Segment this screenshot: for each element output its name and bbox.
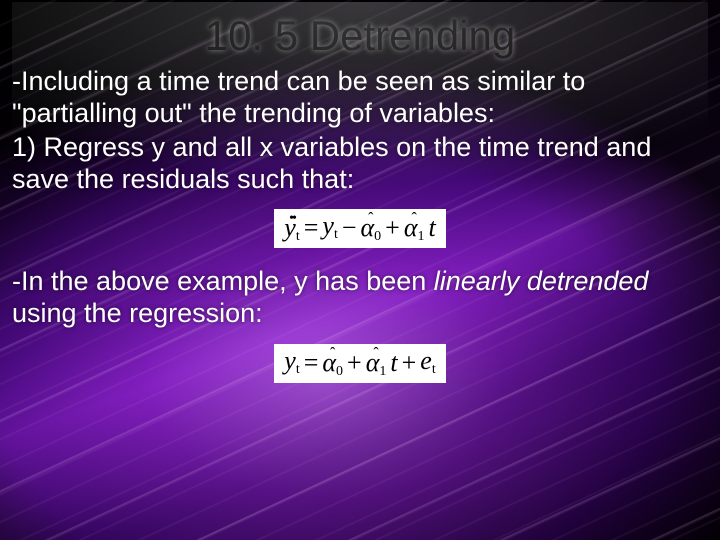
f1-rhs1-var: y: [322, 211, 334, 240]
title-area: 10. 5 Detrending: [12, 12, 708, 60]
f1-lhs-var: y: [284, 213, 296, 242]
paragraph-1: -Including a time trend can be seen as s…: [12, 66, 708, 130]
f2-a1-sub: 1: [379, 364, 386, 379]
minus-icon: −: [342, 215, 357, 241]
hat-alpha0: ˆ α0: [361, 215, 382, 240]
f2-lhs-var: y: [284, 346, 296, 375]
f1-lhs-sub: t: [296, 229, 300, 244]
plus-icon: +: [385, 215, 400, 241]
formula-1-row: •• yt = yt − ˆ α0 + ˆ α1 t: [12, 209, 708, 248]
ddot-y: •• yt: [284, 215, 299, 240]
formula-2: yt = ˆ α0 + ˆ α1 t + et: [274, 344, 445, 383]
formula-1: •• yt = yt − ˆ α0 + ˆ α1 t: [274, 209, 445, 248]
f1-a1-sub: 1: [417, 229, 424, 244]
plus-icon: +: [347, 350, 362, 376]
equals-icon: =: [304, 350, 319, 376]
f2-a1-var: α: [366, 348, 380, 377]
p3-part-a: -In the above example, y has been: [12, 266, 434, 296]
f2-a0-var: α: [322, 348, 336, 377]
f1-a0-sub: 0: [374, 229, 381, 244]
plus-icon: +: [402, 350, 417, 376]
slide-content: 10. 5 Detrending -Including a time trend…: [0, 0, 720, 540]
f1-tail: t: [428, 215, 435, 241]
p3-part-b: using the regression:: [12, 298, 263, 328]
f2-e-var: e: [420, 346, 432, 375]
hat-alpha1-b: ˆ α1: [366, 350, 387, 375]
slide-title: 10. 5 Detrending: [12, 12, 708, 60]
formula-2-row: yt = ˆ α0 + ˆ α1 t + et: [12, 344, 708, 383]
paragraph-3: -In the above example, y has been linear…: [12, 266, 708, 330]
f2-mid: t: [390, 350, 397, 376]
f2-a0-sub: 0: [336, 364, 343, 379]
f2-lhs-sub: t: [296, 362, 300, 377]
f2-e-sub: t: [432, 362, 436, 377]
f1-a1-var: α: [404, 213, 418, 242]
f1-rhs1-sub: t: [334, 227, 338, 242]
paragraph-2: 1) Regress y and all x variables on the …: [12, 132, 708, 196]
hat-alpha1: ˆ α1: [404, 215, 425, 240]
f1-a0-var: α: [361, 213, 375, 242]
p3-emphasis: linearly detrended: [434, 266, 649, 296]
equals-icon: =: [304, 215, 319, 241]
hat-alpha0-b: ˆ α0: [322, 350, 343, 375]
